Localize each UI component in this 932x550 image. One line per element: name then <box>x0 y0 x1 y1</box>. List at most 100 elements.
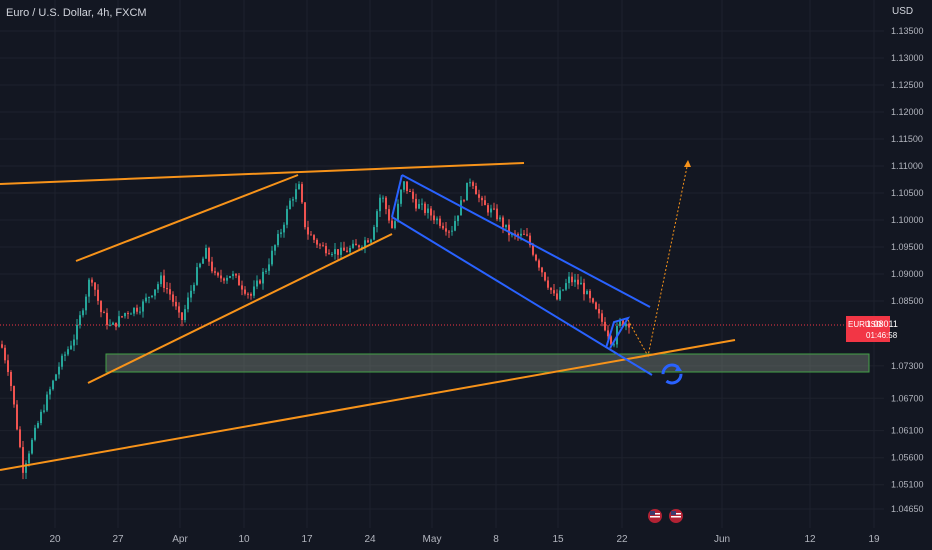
candle <box>565 278 567 291</box>
us-flag-icon[interactable] <box>648 509 662 523</box>
candle <box>388 205 390 224</box>
candle <box>160 272 162 287</box>
candle <box>40 409 42 426</box>
candle <box>397 199 399 223</box>
resistance-line[interactable] <box>0 162 525 185</box>
candle <box>592 297 594 304</box>
candle <box>283 222 285 238</box>
candle <box>424 201 426 216</box>
y-tick-label: 1.07300 <box>891 361 924 371</box>
candle <box>31 437 33 455</box>
candle <box>91 277 93 287</box>
candle <box>580 276 582 285</box>
descending-channel-lower[interactable] <box>391 216 653 376</box>
candle <box>310 230 312 236</box>
candle <box>130 312 132 315</box>
candle <box>148 296 150 304</box>
candle <box>409 188 411 192</box>
candle <box>280 228 282 238</box>
candle <box>505 224 507 230</box>
candle <box>325 242 327 257</box>
candle <box>577 274 579 290</box>
candle <box>469 178 471 187</box>
x-tick-label: 8 <box>493 534 499 545</box>
candle <box>106 308 108 330</box>
blue-channel[interactable] <box>391 174 653 376</box>
candle <box>547 276 549 290</box>
candle <box>400 189 402 207</box>
candle <box>118 310 120 328</box>
candle <box>196 262 198 286</box>
candle <box>526 228 528 237</box>
candle <box>292 196 294 207</box>
candle <box>166 282 168 294</box>
candle <box>7 354 9 376</box>
channel-left-edge[interactable] <box>391 174 403 218</box>
candle <box>442 222 444 230</box>
candle <box>499 215 501 222</box>
candle <box>244 286 246 296</box>
y-tick-label: 1.08500 <box>891 296 924 306</box>
candle <box>385 196 387 215</box>
candle <box>16 400 18 431</box>
candle <box>43 404 45 414</box>
price-tag-price: 1.08011 <box>866 319 898 329</box>
x-tick-label: 24 <box>364 534 376 545</box>
candle <box>271 246 273 267</box>
support-zone[interactable] <box>105 353 870 373</box>
candle <box>145 293 147 304</box>
candle <box>103 310 105 314</box>
y-axis[interactable]: 1.13500 1.13000 1.12500 1.12000 1.11500 1.110… <box>891 26 924 514</box>
refresh-icon[interactable] <box>661 363 683 385</box>
x-tick-label: May <box>423 534 442 545</box>
candle <box>379 194 381 217</box>
candle <box>187 292 189 313</box>
x-tick-label: 15 <box>552 534 564 545</box>
projected-path[interactable] <box>627 161 689 358</box>
us-flag-icon-2[interactable] <box>669 509 683 523</box>
x-tick-label: 12 <box>804 534 816 545</box>
x-axis[interactable]: 20 27 Apr 10 17 24 May 8 15 22 Jun 12 19 <box>49 534 880 545</box>
candle <box>475 182 477 195</box>
candle <box>34 424 36 442</box>
candle <box>481 195 483 206</box>
candle <box>76 318 78 346</box>
candle <box>553 283 555 297</box>
candle <box>157 281 159 293</box>
chart-title[interactable]: Euro / U.S. Dollar, 4h, FXCM <box>6 7 147 19</box>
y-tick-label: 1.09500 <box>891 242 924 252</box>
candle <box>208 246 210 266</box>
rising-channel-upper[interactable] <box>75 174 299 262</box>
candle <box>463 199 465 203</box>
candle <box>358 244 360 250</box>
candle <box>175 295 177 310</box>
long-support-line[interactable] <box>0 339 736 471</box>
candle <box>136 304 138 315</box>
candle <box>394 218 396 230</box>
candle <box>13 385 15 408</box>
candle <box>49 386 51 400</box>
orange-trendlines[interactable] <box>0 162 736 471</box>
candle <box>466 182 468 201</box>
y-tick-label: 1.13000 <box>891 53 924 63</box>
candle <box>58 362 60 379</box>
candle <box>376 209 378 233</box>
rising-channel-lower[interactable] <box>87 233 393 384</box>
candle <box>262 268 264 290</box>
candle <box>427 204 429 219</box>
price-tag-symbol: EURUSD <box>848 320 882 329</box>
candle <box>199 262 201 269</box>
candle <box>508 219 510 242</box>
descending-channel-upper[interactable] <box>401 174 651 308</box>
candle <box>322 242 324 247</box>
candle <box>583 278 585 301</box>
candle <box>313 234 315 243</box>
candle <box>550 287 552 295</box>
candle <box>595 301 597 310</box>
candle <box>316 238 318 248</box>
small-pattern[interactable] <box>605 316 631 349</box>
candle <box>301 181 303 204</box>
candle <box>415 193 417 212</box>
candle <box>286 205 288 229</box>
